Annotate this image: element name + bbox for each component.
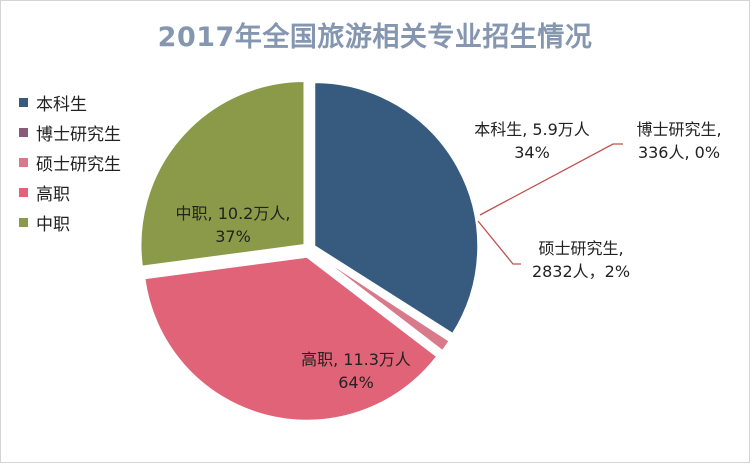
legend-swatch-phd	[19, 127, 28, 137]
legend-label-secondary-vocational: 中职	[36, 214, 70, 235]
label-vocational-college-line1: 高职, 11.3万人	[301, 350, 411, 369]
legend-item-master: 硕士研究生	[19, 147, 121, 177]
pie-slice-vocational-college	[143, 255, 439, 422]
legend-label-vocational-college: 高职	[36, 184, 70, 205]
label-bachelor-line1: 本科生, 5.9万人	[474, 120, 590, 139]
legend-swatch-bachelor	[19, 97, 28, 107]
pie-slices	[139, 80, 480, 422]
legend-item-phd: 博士研究生	[19, 117, 121, 147]
label-vocational-college-line2: 64%	[338, 373, 374, 392]
label-master-line2: 2832人，2%	[532, 262, 630, 281]
legend-label-phd: 博士研究生	[36, 124, 121, 145]
legend-swatch-secondary-vocational	[19, 217, 28, 227]
data-labels: 本科生, 5.9万人 34% 博士研究生, 336人, 0% 硕士研究生, 28…	[176, 120, 722, 392]
legend-item-secondary-vocational: 中职	[19, 207, 121, 237]
label-secondary-vocational-line2: 37%	[215, 227, 251, 246]
label-bachelor-line2: 34%	[514, 143, 550, 162]
leader-line-master	[477, 220, 521, 265]
legend-label-master: 硕士研究生	[36, 154, 121, 175]
legend-label-bachelor: 本科生	[36, 94, 87, 115]
label-master-line1: 硕士研究生,	[538, 239, 623, 258]
pie-slice-secondary-vocational	[139, 80, 306, 268]
legend-item-bachelor: 本科生	[19, 87, 121, 117]
legend-swatch-master	[19, 157, 28, 167]
legend-swatch-vocational-college	[19, 187, 28, 197]
legend-item-vocational-college: 高职	[19, 177, 121, 207]
label-phd-line2: 336人, 0%	[638, 143, 720, 162]
chart-title: 2017年全国旅游相关专业招生情况	[157, 22, 593, 53]
pie-slice-bachelor	[313, 81, 480, 336]
legend: 本科生 博士研究生 硕士研究生 高职 中职	[19, 87, 121, 237]
pie-slice-master	[311, 250, 452, 353]
label-phd-line1: 博士研究生,	[636, 120, 721, 139]
leader-line-phd	[479, 143, 623, 216]
leader-lines	[477, 143, 623, 265]
label-secondary-vocational-line1: 中职, 10.2万人,	[176, 204, 291, 223]
